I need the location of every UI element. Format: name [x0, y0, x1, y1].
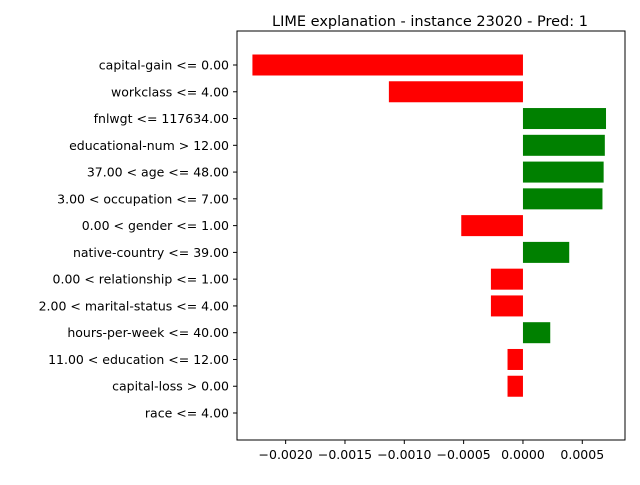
y-tick-label: capital-loss > 0.00: [112, 379, 229, 394]
bar-11: [507, 348, 523, 370]
bar-0: [252, 54, 523, 76]
y-tick-label: native-country <= 39.00: [73, 245, 229, 260]
x-tick-label: −0.0015: [318, 447, 372, 462]
bar-5: [522, 188, 603, 210]
bars-layer: [252, 54, 607, 397]
bar-7: [522, 241, 570, 263]
y-tick-label: capital-gain <= 0.00: [99, 58, 229, 73]
bar-9: [490, 295, 523, 317]
bar-3: [522, 134, 605, 156]
y-tick-label: 3.00 < occupation <= 7.00: [57, 191, 229, 206]
bar-4: [522, 161, 604, 183]
y-tick-label: fnlwgt <= 117634.00: [94, 111, 229, 126]
x-tick-label: 0.0005: [560, 447, 604, 462]
y-tick-label: 37.00 < age <= 48.00: [87, 165, 229, 180]
y-axis-ticks: capital-gain <= 0.00 workclass <= 4.00 fnl…: [39, 58, 237, 421]
y-tick-label: 2.00 < marital-status <= 4.00: [39, 298, 229, 313]
y-tick-label: 0.00 < gender <= 1.00: [82, 218, 229, 233]
x-tick-label: 0.0000: [501, 447, 545, 462]
y-tick-label: 0.00 < relationship <= 1.00: [53, 272, 229, 287]
y-tick-label: race <= 4.00: [145, 406, 229, 421]
y-tick-label: hours-per-week <= 40.00: [67, 325, 229, 340]
bar-6: [461, 215, 523, 237]
bar-8: [490, 268, 523, 290]
y-tick-label: 11.00 < education <= 12.00: [48, 352, 229, 367]
bar-12: [507, 375, 523, 397]
chart-title: LIME explanation - instance 23020 - Pred…: [272, 14, 588, 30]
x-axis-ticks: −0.0020 −0.0015 −0.0010 −0.0005 0.0000 0.0005: [259, 440, 604, 462]
bar-1: [388, 81, 523, 103]
bar-2: [522, 108, 607, 130]
y-tick-label: workclass <= 4.00: [111, 84, 229, 99]
y-tick-label: educational-num > 12.00: [69, 138, 229, 153]
x-tick-label: −0.0010: [377, 447, 431, 462]
plot-frame: [236, 30, 626, 441]
x-tick-label: −0.0005: [437, 447, 491, 462]
x-tick-label: −0.0020: [259, 447, 313, 462]
bar-10: [522, 322, 551, 344]
